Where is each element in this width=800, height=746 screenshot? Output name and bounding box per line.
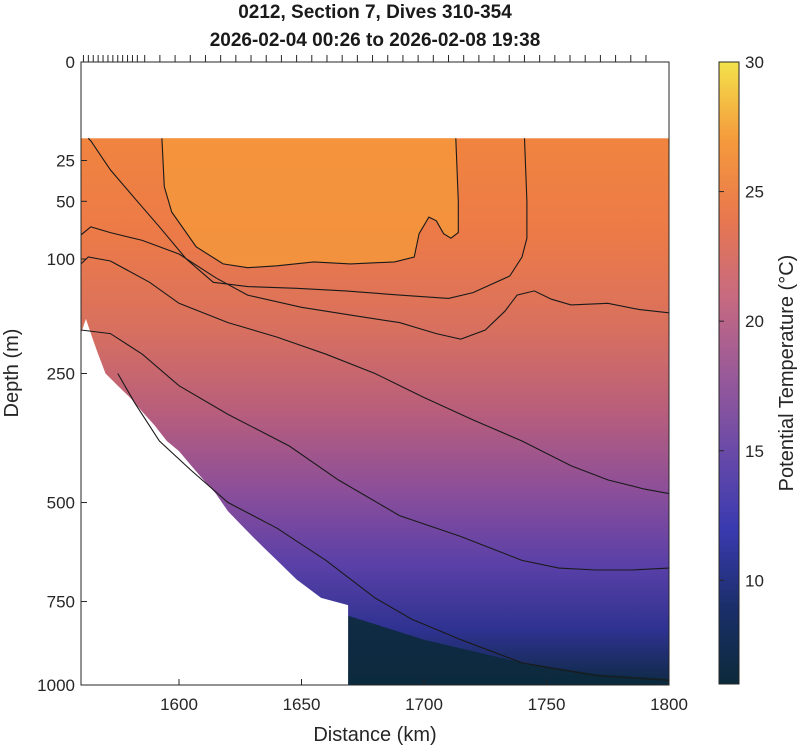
contour-lines — [81, 137, 669, 681]
colorbar-tick-label: 10 — [745, 571, 764, 590]
x-tick-label: 1750 — [528, 695, 566, 714]
y-tick-label: 750 — [47, 593, 75, 612]
dive-markers — [82, 55, 647, 62]
colorbar-tick-label: 30 — [745, 53, 764, 72]
x-tick-label: 1800 — [650, 695, 688, 714]
chart-subtitle: 2026-02-04 00:26 to 2026-02-08 19:38 — [209, 30, 541, 51]
warm-core-fill — [161, 138, 459, 268]
y-tick-label: 100 — [47, 250, 75, 269]
colorbar-label: Potential Temperature (°C) — [776, 255, 798, 492]
x-axis-label: Distance (km) — [313, 724, 436, 746]
y-axis-label: Depth (m) — [1, 329, 23, 418]
y-tick-label: 50 — [56, 192, 75, 211]
x-tick-label: 1600 — [160, 695, 198, 714]
contour-line-22 — [87, 137, 528, 299]
colorbar: 10 15 20 25 30 Potential Temperature (°C) — [718, 53, 798, 685]
deep-cold-fill — [348, 615, 669, 685]
colorbar-gradient — [718, 61, 740, 685]
colorbar-tick-label: 25 — [745, 183, 764, 202]
colorbar-tick-label: 15 — [745, 442, 764, 461]
y-tick-label: 0 — [66, 53, 75, 72]
temperature-field — [81, 138, 669, 685]
contour-line-20 — [81, 226, 669, 340]
x-tick-label: 1700 — [405, 695, 443, 714]
y-axis: 0 25 50 100 250 500 750 1000 — [37, 53, 87, 695]
chart-title: 0212, Section 7, Dives 310-354 — [238, 2, 512, 23]
contour-line-12 — [117, 373, 669, 681]
contour-line-16 — [81, 329, 669, 571]
x-axis: 1600 1650 1700 1750 1800 — [160, 679, 688, 714]
y-tick-label: 25 — [56, 152, 75, 171]
x-tick-label: 1650 — [283, 695, 321, 714]
contour-line-18 — [81, 256, 669, 495]
y-tick-label: 1000 — [37, 676, 75, 695]
contour-line-24 — [161, 138, 459, 269]
colorbar-tick-label: 20 — [745, 312, 764, 331]
colorbar-ticks: 10 15 20 25 30 — [719, 53, 764, 590]
bathymetry-mask — [81, 318, 349, 685]
y-tick-label: 500 — [47, 494, 75, 513]
y-tick-label: 250 — [47, 365, 75, 384]
